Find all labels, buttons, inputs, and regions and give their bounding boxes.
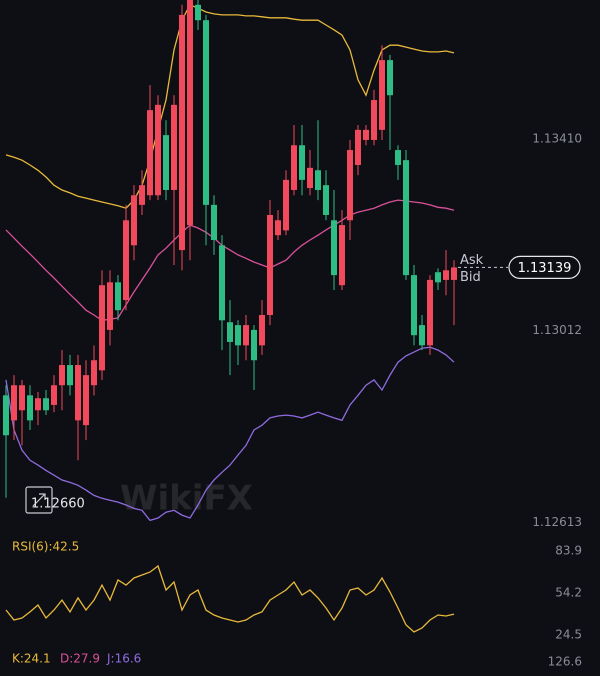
- candle-body: [251, 329, 257, 361]
- current-price-box: [508, 255, 581, 280]
- indicator-line: [5, 3, 455, 209]
- candle-body: [307, 167, 313, 189]
- candle-body: [43, 398, 49, 411]
- candle-body: [259, 315, 265, 346]
- low-marker-label: 1.12660: [31, 496, 85, 511]
- low-marker-icon: [25, 486, 53, 514]
- candle-body: [67, 365, 73, 386]
- y-tick-label: 83.9: [555, 544, 582, 558]
- candle-body: [347, 150, 353, 221]
- low-marker-arrow: [32, 493, 46, 507]
- candle-body: [283, 179, 289, 231]
- candle-body: [379, 60, 385, 130]
- ask-label: Ask: [460, 253, 484, 268]
- candle-body: [107, 282, 113, 330]
- candle-body: [331, 220, 337, 276]
- candle-body: [299, 145, 305, 180]
- indicator-line: [5, 199, 455, 321]
- candle-body: [171, 104, 177, 190]
- kdj-label: D:27.9: [60, 652, 100, 666]
- indicator-line: [5, 346, 455, 522]
- candle-body: [235, 325, 241, 346]
- candle-body: [147, 110, 153, 196]
- candle-body: [75, 365, 81, 421]
- kdj-label: K:24.1: [12, 652, 51, 666]
- kdj-label: J:16.6: [106, 652, 141, 666]
- candle-body: [195, 4, 201, 21]
- y-tick-label: 24.5: [555, 627, 582, 641]
- candle-body: [291, 145, 297, 190]
- candle-body: [219, 245, 225, 321]
- candle-body: [387, 60, 393, 96]
- candle-body: [123, 220, 129, 301]
- candle-body: [35, 398, 41, 411]
- candle-body: [435, 272, 441, 283]
- candle-body: [155, 104, 161, 196]
- candle-body: [227, 322, 233, 342]
- candle-body: [267, 214, 273, 316]
- panel-title: RSI(6):42.5: [12, 540, 79, 554]
- rsi-line: [5, 564, 455, 633]
- y-tick-label: 126.6: [548, 655, 582, 669]
- candle-body: [371, 100, 377, 140]
- candle-body: [411, 275, 417, 336]
- candle-body: [163, 135, 169, 190]
- candle-body: [339, 225, 345, 286]
- candle-body: [19, 385, 25, 411]
- candle-body: [99, 285, 105, 371]
- candle-body: [91, 360, 97, 386]
- candle-body: [59, 365, 65, 386]
- candle-body: [203, 20, 209, 205]
- candle-body: [275, 220, 281, 236]
- candle-body: [139, 185, 145, 205]
- candle-body: [51, 385, 57, 405]
- candle-body: [419, 325, 425, 346]
- y-tick-label: 1.12613: [532, 515, 582, 529]
- candle-body: [187, 0, 193, 226]
- candle-body: [179, 14, 185, 251]
- candle-body: [243, 325, 249, 346]
- candle-body: [403, 160, 409, 276]
- candle-body: [3, 395, 9, 436]
- candle-body: [11, 385, 17, 421]
- candle-body: [427, 279, 433, 346]
- candle-body: [355, 129, 361, 165]
- candle-body: [211, 204, 217, 240]
- candle-body: [115, 282, 121, 311]
- candle-body: [83, 375, 89, 426]
- y-tick-label: 54.2: [555, 586, 582, 600]
- candle-body: [131, 195, 137, 246]
- candle-body: [323, 185, 329, 215]
- y-tick-label: 1.13012: [532, 323, 582, 337]
- candle-body: [27, 395, 33, 421]
- current-price-label: 1.13139: [518, 261, 572, 276]
- bid-label: Bid: [460, 270, 481, 285]
- watermark: WikiFX: [120, 479, 253, 519]
- candle-body: [395, 150, 401, 165]
- candle-body: [315, 170, 321, 190]
- y-tick-label: 1.13410: [532, 132, 582, 146]
- candle-body: [363, 129, 369, 140]
- candle-body: [451, 267, 457, 280]
- candle-body: [443, 270, 449, 280]
